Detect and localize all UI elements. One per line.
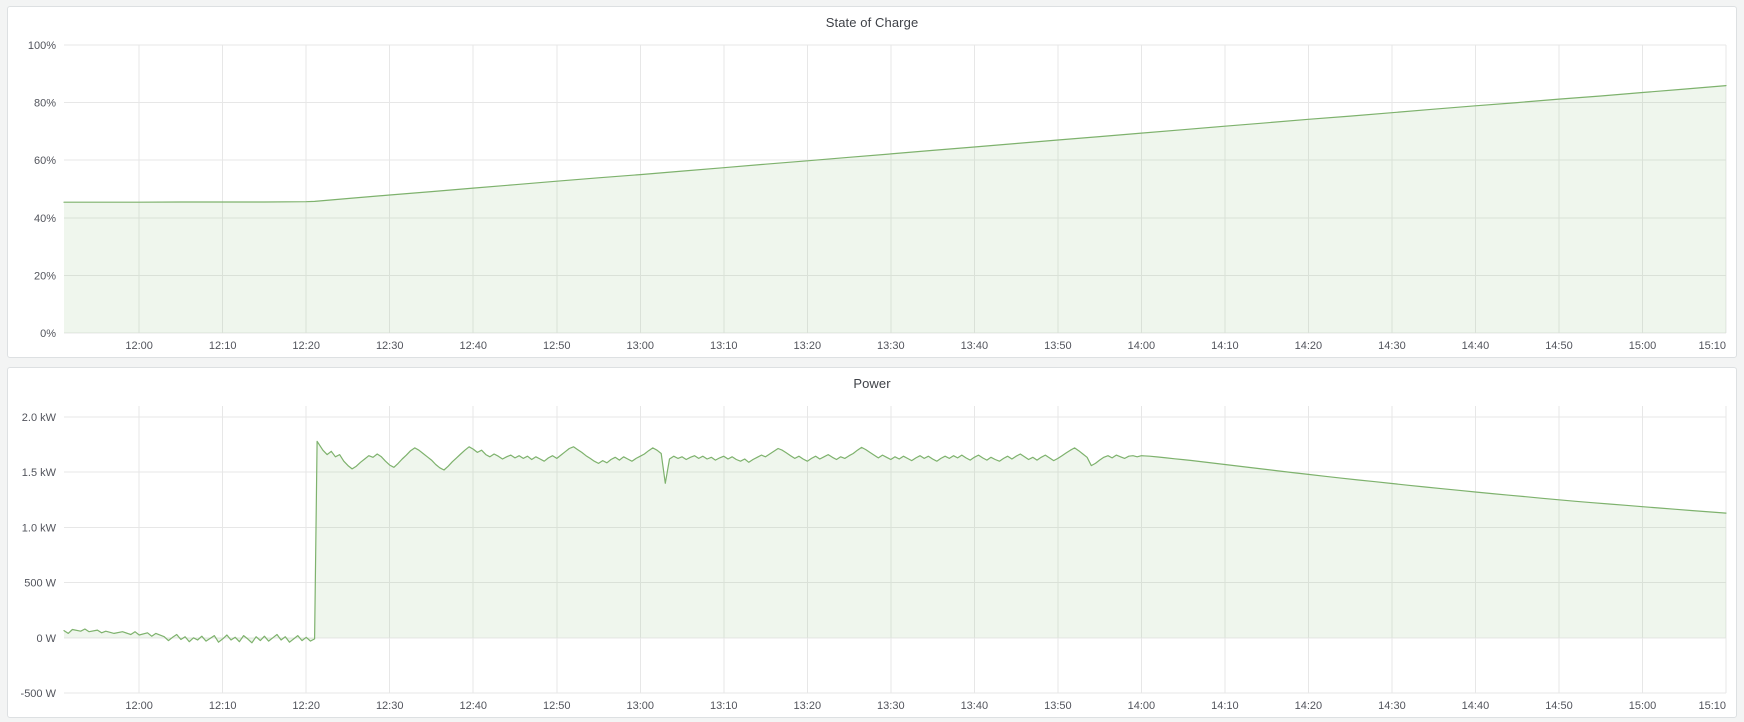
x-axis-label: 13:30	[877, 340, 905, 352]
y-axis-label: 100%	[28, 40, 56, 52]
panel-power: Power -500 W 0 W 500 W 1.0 kW 1.5 kW 2.0 kW 12…	[7, 367, 1737, 718]
x-axis-label: 12:40	[459, 700, 487, 712]
panel-header-state-of-charge[interactable]: State of Charge	[8, 7, 1736, 37]
x-axis-label: 13:50	[1044, 700, 1072, 712]
y-axis-label: 2.0 kW	[22, 412, 57, 424]
panel-title-power: Power	[853, 375, 891, 391]
x-axis-label: 14:40	[1462, 700, 1490, 712]
panel-state-of-charge: State of Charge 0% 20% 40% 60% 80% 100% 12:00 1…	[7, 6, 1737, 358]
y-axis-label: 60%	[34, 155, 56, 167]
x-axis-label: 14:30	[1378, 340, 1406, 352]
x-axis-label: 12:20	[292, 700, 320, 712]
x-axis-label: 14:20	[1295, 700, 1323, 712]
x-axis-label: 12:40	[459, 340, 487, 352]
power-chart[interactable]: -500 W 0 W 500 W 1.0 kW 1.5 kW 2.0 kW 12:00 12:…	[8, 398, 1736, 717]
y-axis-label: 1.0 kW	[22, 522, 57, 534]
series-line	[63, 440, 1727, 644]
y-axis-label: 40%	[34, 213, 56, 225]
x-axis-label: 15:00	[1629, 700, 1657, 712]
x-axis-label: 13:00	[627, 700, 655, 712]
x-axis-label: 13:40	[961, 340, 989, 352]
x-axis-label: 15:00	[1629, 340, 1657, 352]
series-area	[64, 441, 1726, 643]
x-axis-label: 13:50	[1044, 340, 1072, 352]
state-of-charge-chart-body: 0% 20% 40% 60% 80% 100% 12:00 12:10 12:20 12:30 12…	[8, 37, 1736, 357]
x-axis-label: 14:30	[1378, 700, 1406, 712]
x-axis-label: 12:20	[292, 340, 320, 352]
y-axis-label: 20%	[34, 270, 56, 282]
panel-title-state-of-charge: State of Charge	[825, 14, 919, 30]
series-line	[63, 85, 1727, 203]
series-area	[64, 85, 1726, 333]
x-axis-label: 12:30	[376, 700, 404, 712]
state-of-charge-chart[interactable]: 0% 20% 40% 60% 80% 100% 12:00 12:10 12:20 12:30 12…	[8, 37, 1736, 357]
x-axis-label: 13:20	[794, 340, 822, 352]
y-axis-label: 80%	[34, 98, 56, 110]
y-axis-label: 500 W	[24, 578, 56, 590]
x-axis-label: 14:10	[1211, 340, 1239, 352]
x-axis-label: 15:10	[1698, 340, 1726, 352]
x-axis-label: 14:50	[1545, 340, 1573, 352]
y-axis-label: 0 W	[36, 633, 56, 645]
x-axis-label: 12:30	[376, 340, 404, 352]
y-axis-label: 0%	[40, 328, 56, 340]
x-axis-label: 14:00	[1128, 340, 1156, 352]
x-axis-label: 13:20	[794, 700, 822, 712]
x-axis-label: 13:10	[710, 700, 738, 712]
x-axis-label: 12:00	[125, 340, 153, 352]
x-axis-label: 14:00	[1128, 700, 1156, 712]
y-axis-label: -500 W	[21, 688, 57, 700]
x-axis-label: 13:30	[877, 700, 905, 712]
x-axis-label: 12:50	[543, 700, 571, 712]
x-axis-label: 13:00	[627, 340, 655, 352]
x-axis-label: 14:40	[1462, 340, 1490, 352]
x-axis-label: 12:10	[209, 700, 237, 712]
x-axis-label: 15:10	[1698, 700, 1726, 712]
panel-header-power[interactable]: Power	[8, 368, 1736, 398]
x-axis-label: 13:40	[961, 700, 989, 712]
x-axis-label: 13:10	[710, 340, 738, 352]
x-axis-label: 12:10	[209, 340, 237, 352]
x-axis-label: 14:50	[1545, 700, 1573, 712]
x-axis-label: 12:50	[543, 340, 571, 352]
x-axis-label: 12:00	[125, 700, 153, 712]
y-axis-label: 1.5 kW	[22, 467, 57, 479]
power-chart-body: -500 W 0 W 500 W 1.0 kW 1.5 kW 2.0 kW 12:00 12:…	[8, 398, 1736, 717]
x-axis-label: 14:20	[1295, 340, 1323, 352]
x-axis-label: 14:10	[1211, 700, 1239, 712]
